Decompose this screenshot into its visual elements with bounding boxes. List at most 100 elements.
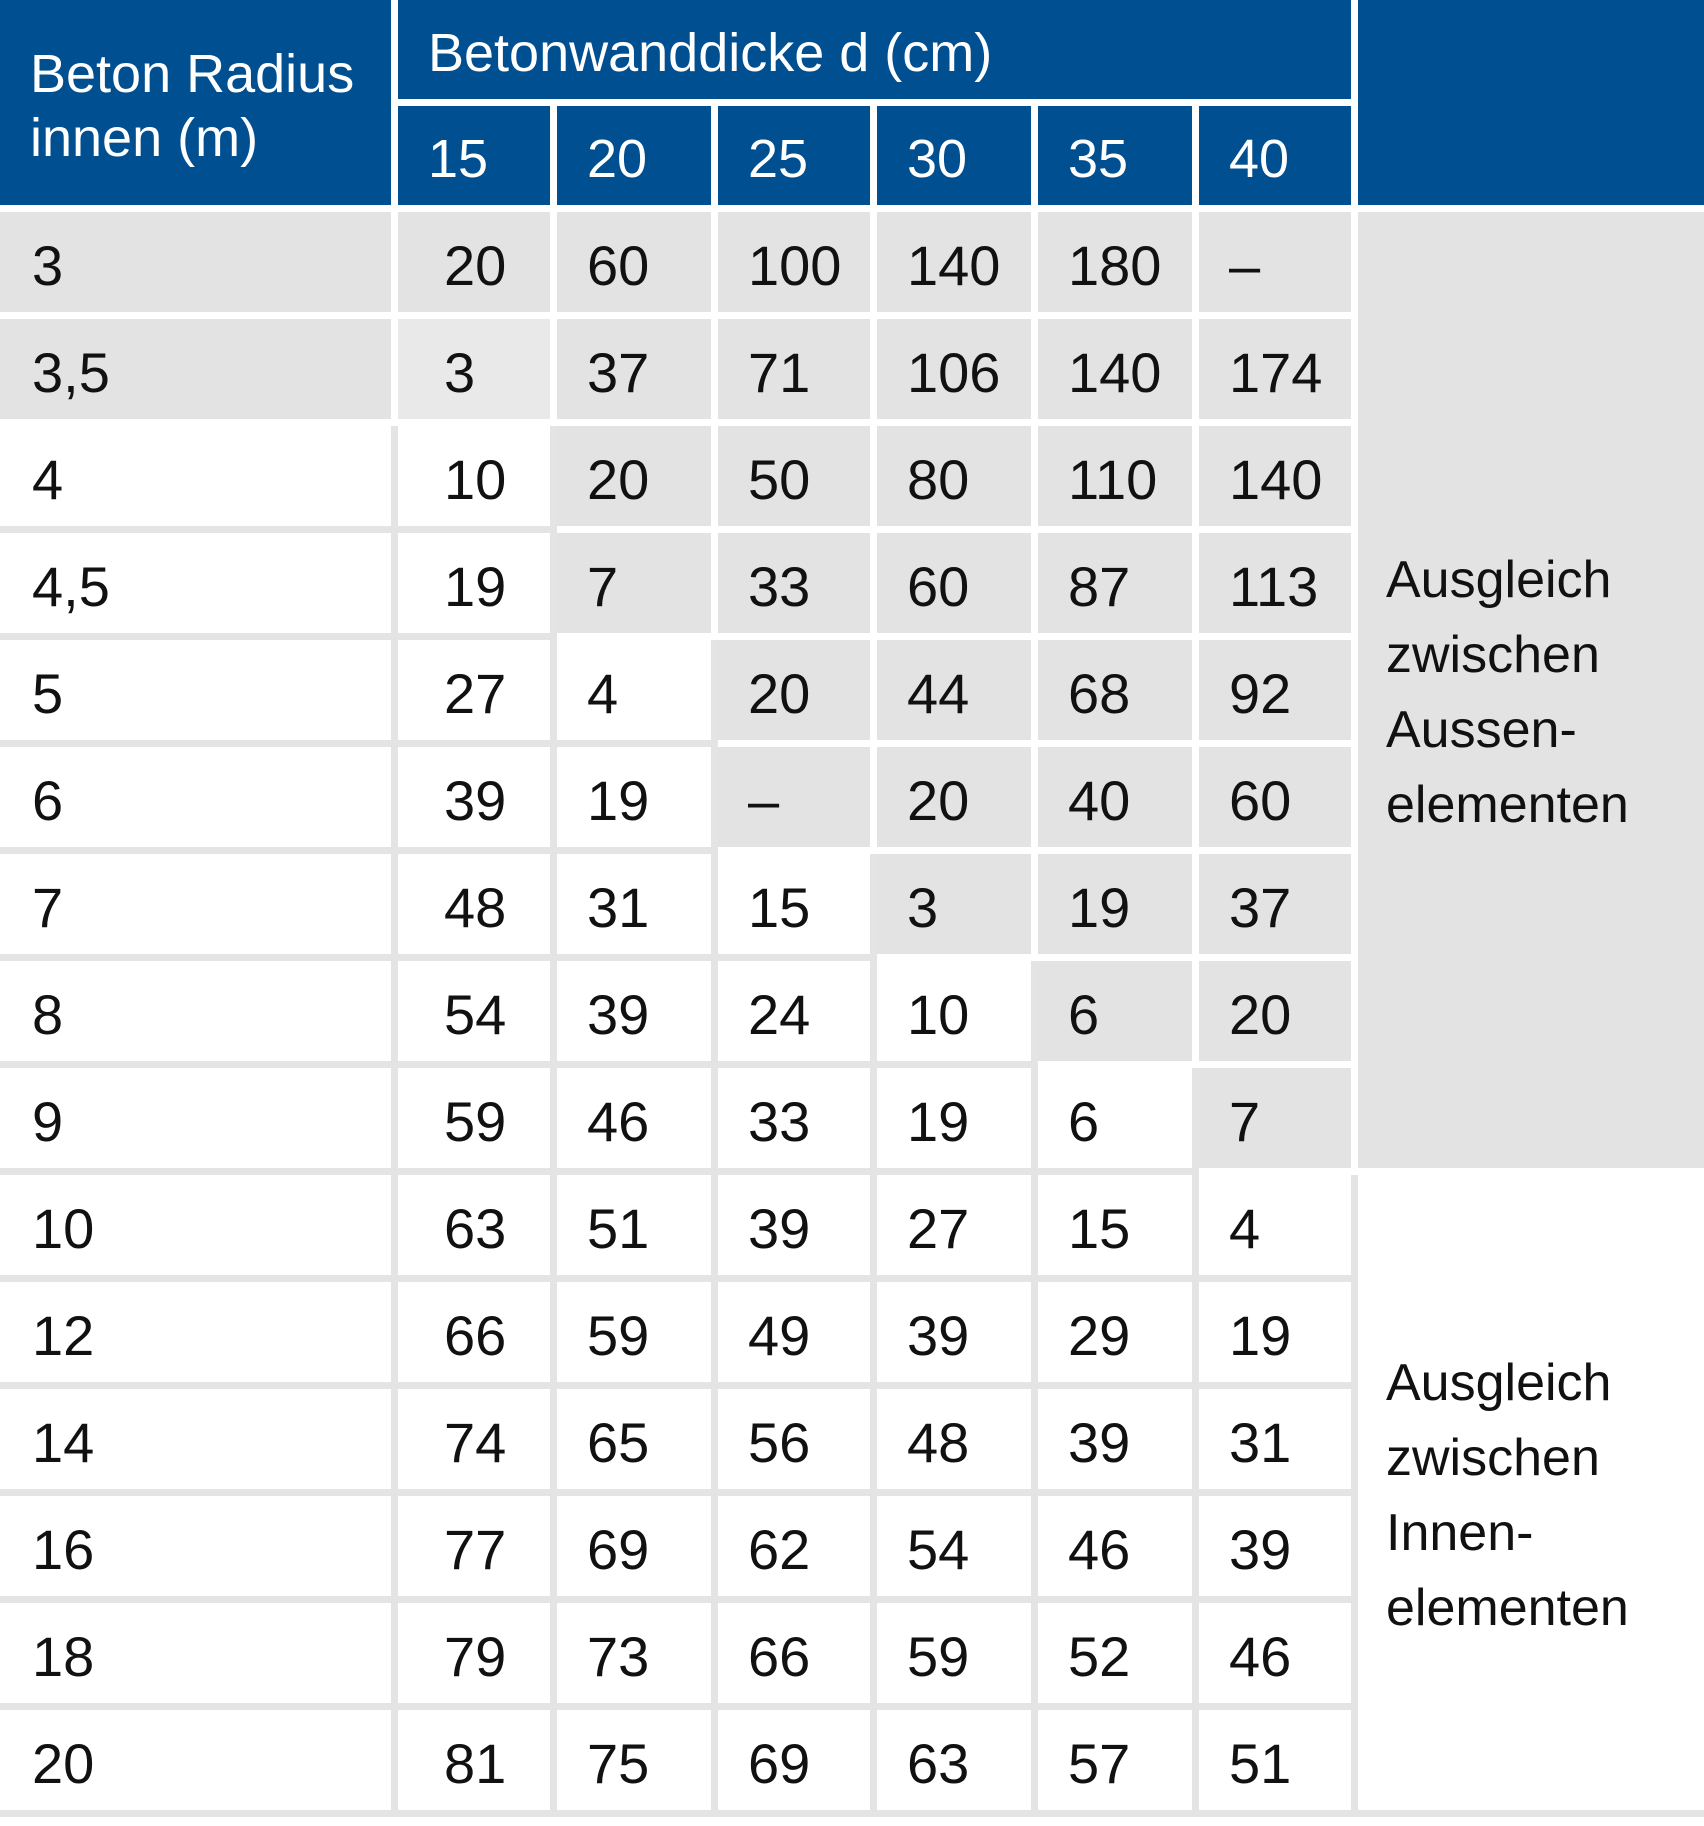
thickness-column-15: 15 [398, 106, 557, 212]
value-cell: 39 [557, 961, 718, 1068]
value-cell: 51 [557, 1175, 718, 1282]
value-cell: 20 [398, 212, 557, 319]
value-cell: – [1199, 212, 1358, 319]
value-cell: 19 [1038, 854, 1199, 961]
note-line: Aussen- [1386, 701, 1577, 759]
value-cell: 7 [557, 533, 718, 640]
value-cell: 39 [398, 747, 557, 854]
value-cell: 27 [877, 1175, 1038, 1282]
radius-cell: 5 [0, 640, 398, 747]
value-cell: 54 [398, 961, 557, 1068]
radius-header: Beton Radius innen (m) [0, 0, 398, 212]
radius-cell: 8 [0, 961, 398, 1068]
radius-cell: 6 [0, 747, 398, 854]
value-cell: 20 [1199, 961, 1358, 1068]
value-cell: 19 [398, 533, 557, 640]
note-outer-text: Ausgleich zwischen Aussen-elementen [1386, 543, 1629, 843]
value-cell: 37 [1199, 854, 1358, 961]
value-cell: 20 [718, 640, 877, 747]
value-cell: 39 [877, 1282, 1038, 1389]
value-cell: 54 [877, 1496, 1038, 1603]
value-cell: 69 [718, 1710, 877, 1817]
value-cell: 57 [1038, 1710, 1199, 1817]
radius-cell: 3 [0, 212, 398, 319]
value-cell: 113 [1199, 533, 1358, 640]
value-cell: 6 [1038, 1068, 1199, 1175]
note-line: Ausgleich [1386, 551, 1612, 609]
value-cell: 24 [718, 961, 877, 1068]
radius-cell: 4 [0, 426, 398, 533]
value-cell: 19 [1199, 1282, 1358, 1389]
value-cell: 3 [398, 319, 557, 426]
note-line: zwischen [1386, 626, 1600, 684]
thickness-column-40: 40 [1199, 106, 1358, 212]
value-cell: 46 [1038, 1496, 1199, 1603]
value-cell: 15 [718, 854, 877, 961]
value-cell: 19 [877, 1068, 1038, 1175]
value-cell: 73 [557, 1603, 718, 1710]
radius-cell: 16 [0, 1496, 398, 1603]
value-cell: 48 [877, 1389, 1038, 1496]
value-cell: 33 [718, 1068, 877, 1175]
value-cell: 39 [1199, 1496, 1358, 1603]
value-cell: 37 [557, 319, 718, 426]
value-cell: 87 [1038, 533, 1199, 640]
value-cell: 29 [1038, 1282, 1199, 1389]
value-cell: 174 [1199, 319, 1358, 426]
value-cell: 62 [718, 1496, 877, 1603]
radius-cell: 3,5 [0, 319, 398, 426]
note-line: Ausgleich [1386, 1353, 1612, 1412]
value-cell: 46 [557, 1068, 718, 1175]
value-cell: 39 [1038, 1389, 1199, 1496]
value-cell: 20 [557, 426, 718, 533]
value-cell: 81 [398, 1710, 557, 1817]
value-cell: 6 [1038, 961, 1199, 1068]
value-cell: 66 [398, 1282, 557, 1389]
note-inner-text: Ausgleich zwischen Innen-elementen [1386, 1346, 1629, 1646]
value-cell: 20 [877, 747, 1038, 854]
value-cell: 74 [398, 1389, 557, 1496]
value-cell: – [718, 747, 877, 854]
radius-cell: 12 [0, 1282, 398, 1389]
value-cell: 60 [877, 533, 1038, 640]
radius-header-line1: Beton Radius [30, 43, 355, 104]
radius-cell: 9 [0, 1068, 398, 1175]
radius-cell: 14 [0, 1389, 398, 1496]
value-cell: 110 [1038, 426, 1199, 533]
note-line: elementen [1386, 776, 1629, 834]
value-cell: 46 [1199, 1603, 1358, 1710]
note-inner: Ausgleich zwischen Innen-elementen [1358, 1175, 1704, 1817]
value-cell: 60 [557, 212, 718, 319]
value-cell: 140 [1199, 426, 1358, 533]
value-cell: 7 [1199, 1068, 1358, 1175]
value-cell: 56 [718, 1389, 877, 1496]
radius-cell: 7 [0, 854, 398, 961]
value-cell: 4 [1199, 1175, 1358, 1282]
value-cell: 44 [877, 640, 1038, 747]
value-cell: 39 [718, 1175, 877, 1282]
thickness-column-20: 20 [557, 106, 718, 212]
value-cell: 106 [877, 319, 1038, 426]
value-cell: 51 [1199, 1710, 1358, 1817]
value-cell: 19 [557, 747, 718, 854]
radius-cell: 18 [0, 1603, 398, 1710]
value-cell: 180 [1038, 212, 1199, 319]
value-cell: 71 [718, 319, 877, 426]
value-cell: 59 [398, 1068, 557, 1175]
value-cell: 33 [718, 533, 877, 640]
thickness-header: Betonwanddicke d (cm) [398, 0, 1358, 106]
radius-cell: 20 [0, 1710, 398, 1817]
value-cell: 66 [718, 1603, 877, 1710]
value-cell: 63 [398, 1175, 557, 1282]
value-cell: 69 [557, 1496, 718, 1603]
value-cell: 100 [718, 212, 877, 319]
radius-cell: 10 [0, 1175, 398, 1282]
value-cell: 68 [1038, 640, 1199, 747]
note-header [1358, 0, 1704, 212]
value-cell: 31 [557, 854, 718, 961]
note-line: zwischen [1386, 1428, 1600, 1487]
value-cell: 140 [1038, 319, 1199, 426]
value-cell: 79 [398, 1603, 557, 1710]
note-line: Innen- [1386, 1503, 1534, 1562]
